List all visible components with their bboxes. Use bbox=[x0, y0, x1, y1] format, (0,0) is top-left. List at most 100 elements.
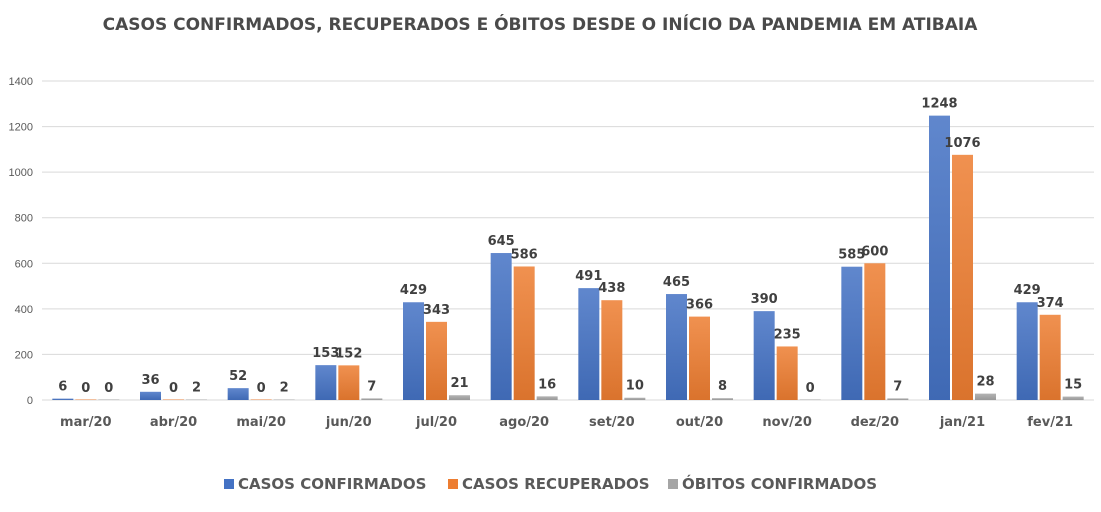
data-label: 586 bbox=[511, 247, 538, 262]
data-label: 2 bbox=[192, 381, 201, 396]
legend-label: ÓBITOS CONFIRMADOS bbox=[682, 474, 877, 493]
legend-label: CASOS RECUPERADOS bbox=[462, 475, 650, 493]
bar--bitos-confirmados-set-20 bbox=[624, 397, 646, 400]
bar-casos-recuperados-fev-21 bbox=[1039, 314, 1061, 400]
data-label: 8 bbox=[718, 379, 727, 394]
bar-casos-recuperados-mar-20 bbox=[75, 399, 97, 400]
legend: CASOS CONFIRMADOS CASOS RECUPERADOS ÓBITOS… bbox=[224, 474, 877, 493]
bar-casos-recuperados-abr-20 bbox=[163, 399, 184, 400]
bar-casos-recuperados-set-20 bbox=[601, 300, 623, 400]
chart-title: CASOS CONFIRMADOS, RECUPERADOS E ÓBITOS … bbox=[103, 13, 979, 35]
data-label: 374 bbox=[1037, 296, 1064, 311]
y-tick-label: 600 bbox=[15, 258, 33, 270]
data-label: 429 bbox=[1014, 283, 1041, 298]
x-tick-label: jan/21 bbox=[939, 415, 985, 430]
bar-casos-confirmados-out-20 bbox=[666, 294, 687, 400]
x-tick-label: jul/20 bbox=[415, 415, 457, 430]
data-label: 6 bbox=[58, 380, 67, 395]
y-tick-label: 400 bbox=[15, 304, 33, 316]
bar-casos-recuperados-out-20 bbox=[689, 316, 710, 400]
legend-swatch bbox=[668, 479, 678, 489]
bar-casos-recuperados-mai-20 bbox=[250, 399, 272, 400]
bar-casos-recuperados-jul-20 bbox=[426, 321, 447, 400]
x-tick-label: ago/20 bbox=[499, 415, 549, 430]
x-tick-label: mar/20 bbox=[60, 415, 112, 430]
bar--bitos-confirmados-nov-20 bbox=[799, 399, 821, 400]
bar-casos-recuperados-jun-20 bbox=[338, 365, 360, 400]
y-tick-label: 200 bbox=[15, 349, 33, 361]
bar-casos-confirmados-mar-20 bbox=[52, 398, 74, 400]
bar-casos-confirmados-jun-20 bbox=[315, 365, 337, 400]
bar--bitos-confirmados-mar-20 bbox=[98, 399, 120, 400]
legend-label: CASOS CONFIRMADOS bbox=[238, 475, 426, 493]
data-label: 390 bbox=[751, 292, 778, 307]
x-tick-label: fev/21 bbox=[1027, 415, 1073, 430]
data-label: 585 bbox=[838, 248, 865, 263]
data-label: 52 bbox=[229, 369, 247, 384]
data-label: 152 bbox=[335, 346, 362, 361]
bar-casos-recuperados-jan-21 bbox=[952, 154, 973, 400]
data-label: 7 bbox=[893, 379, 902, 394]
y-tick-label: 1400 bbox=[9, 76, 33, 88]
bar-casos-confirmados-jul-20 bbox=[403, 302, 424, 400]
x-tick-label: abr/20 bbox=[150, 415, 197, 430]
data-label: 645 bbox=[488, 234, 515, 249]
bar-casos-confirmados-fev-21 bbox=[1016, 302, 1038, 400]
data-label: 1248 bbox=[921, 97, 957, 112]
data-label: 491 bbox=[575, 269, 602, 284]
data-label: 21 bbox=[450, 376, 468, 391]
x-tick-label: dez/20 bbox=[851, 415, 900, 430]
y-tick-label: 0 bbox=[27, 395, 33, 407]
data-label: 28 bbox=[976, 375, 994, 390]
data-label: 0 bbox=[104, 381, 113, 396]
bar--bitos-confirmados-dez-20 bbox=[887, 398, 909, 400]
bar--bitos-confirmados-jan-21 bbox=[975, 393, 996, 400]
data-label: 429 bbox=[400, 283, 427, 298]
data-label: 10 bbox=[626, 379, 644, 394]
data-label: 0 bbox=[806, 381, 815, 396]
data-label: 36 bbox=[141, 373, 159, 388]
gridlines bbox=[42, 80, 1094, 401]
data-label: 366 bbox=[686, 298, 713, 313]
bar--bitos-confirmados-ago-20 bbox=[536, 396, 558, 400]
y-tick-label: 1000 bbox=[9, 167, 33, 179]
y-tick-label: 1200 bbox=[9, 122, 33, 134]
legend-swatch bbox=[448, 479, 458, 489]
bar-casos-confirmados-abr-20 bbox=[140, 391, 161, 400]
x-axis-ticks: mar/20 abr/20 mai/20 jun/20 jul/20 ago/20 set/… bbox=[60, 415, 1073, 430]
bar-casos-recuperados-dez-20 bbox=[864, 263, 886, 400]
bar--bitos-confirmados-fev-21 bbox=[1062, 396, 1084, 400]
bar-casos-confirmados-set-20 bbox=[578, 288, 600, 400]
bar-casos-confirmados-ago-20 bbox=[490, 253, 512, 400]
data-label: 438 bbox=[598, 281, 625, 296]
bar--bitos-confirmados-out-20 bbox=[712, 398, 733, 400]
y-tick-label: 800 bbox=[15, 213, 33, 225]
data-label: 235 bbox=[774, 327, 801, 342]
data-label: 16 bbox=[538, 377, 556, 392]
bar-casos-recuperados-nov-20 bbox=[776, 346, 798, 400]
x-tick-label: nov/20 bbox=[762, 415, 812, 430]
x-tick-label: jun/20 bbox=[325, 415, 372, 430]
bar-casos-confirmados-nov-20 bbox=[753, 311, 775, 400]
data-label: 343 bbox=[423, 303, 450, 318]
bar-casos-confirmados-mai-20 bbox=[227, 388, 249, 400]
bar--bitos-confirmados-jun-20 bbox=[361, 398, 383, 400]
data-label: 600 bbox=[861, 244, 888, 259]
bar-casos-confirmados-dez-20 bbox=[841, 266, 863, 400]
data-label: 0 bbox=[257, 381, 266, 396]
bar--bitos-confirmados-jul-20 bbox=[449, 395, 470, 400]
data-label: 1076 bbox=[944, 136, 980, 151]
data-label: 465 bbox=[663, 275, 690, 290]
data-label: 15 bbox=[1064, 378, 1082, 393]
x-tick-label: out/20 bbox=[676, 415, 723, 430]
data-label: 0 bbox=[81, 381, 90, 396]
x-tick-label: set/20 bbox=[589, 415, 635, 430]
y-axis-ticks: 0 200 400 600 800 1000 1200 1400 bbox=[9, 76, 33, 407]
data-label: 7 bbox=[367, 379, 376, 394]
legend-swatch bbox=[224, 479, 234, 489]
data-label: 2 bbox=[280, 381, 289, 396]
data-label: 0 bbox=[169, 381, 178, 396]
